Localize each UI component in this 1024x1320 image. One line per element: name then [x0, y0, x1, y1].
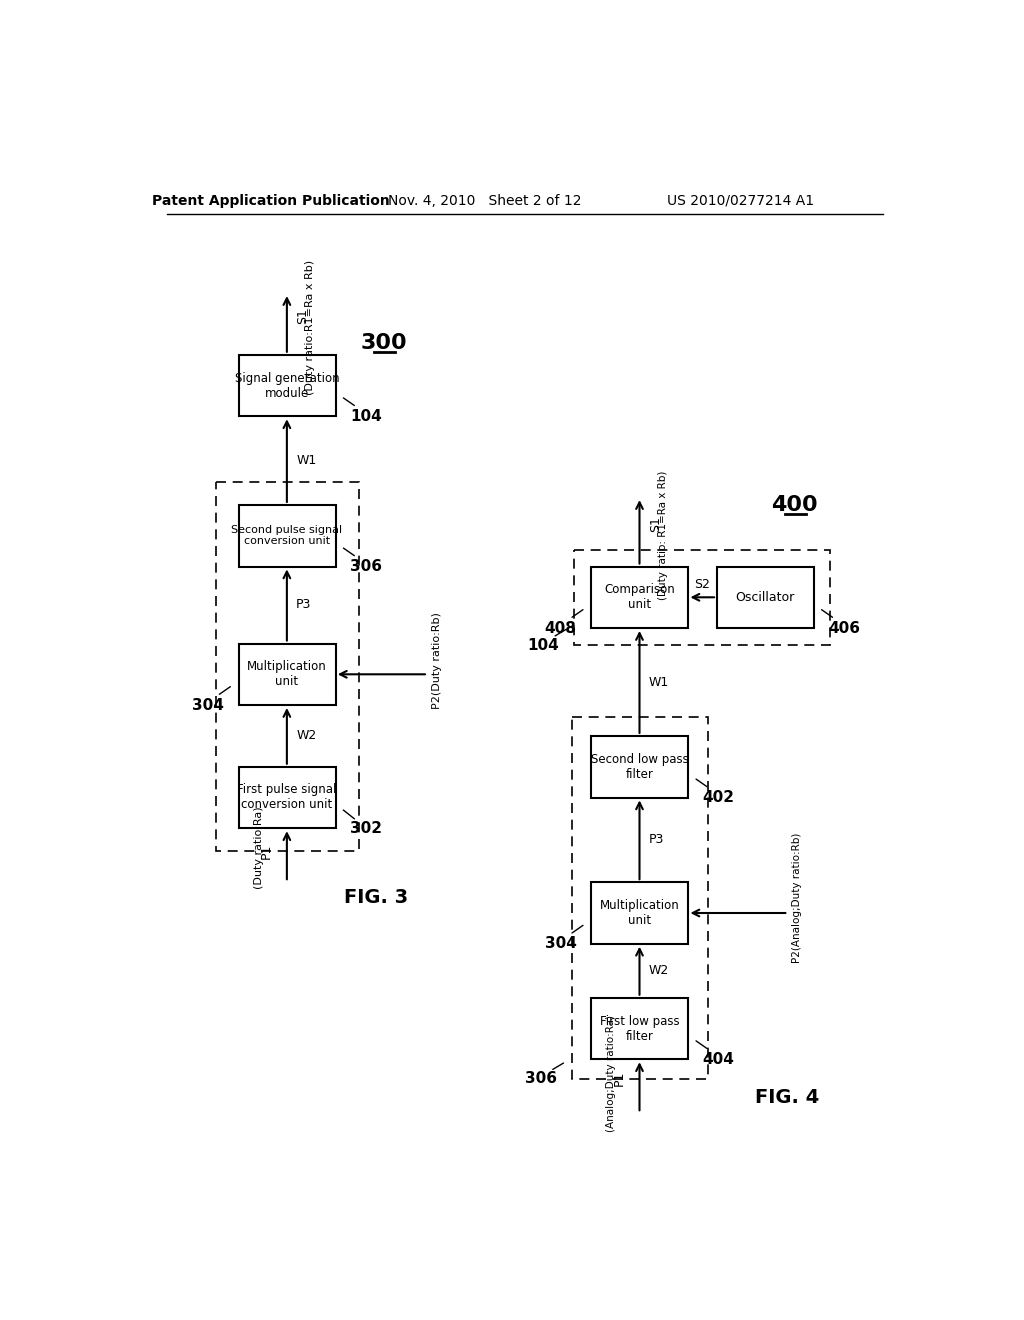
Text: P1: P1	[612, 1071, 626, 1086]
Bar	[239, 644, 336, 705]
Text: Comparison
unit: Comparison unit	[604, 583, 675, 611]
Bar	[239, 355, 336, 416]
Text: Multiplication
unit: Multiplication unit	[247, 660, 327, 688]
Text: Second pulse signal
conversion unit: Second pulse signal conversion unit	[231, 525, 342, 546]
Bar	[592, 882, 688, 944]
Text: 304: 304	[545, 936, 577, 952]
Text: P3: P3	[296, 598, 311, 611]
Text: 306: 306	[525, 1071, 557, 1086]
Text: P3: P3	[649, 833, 665, 846]
Text: Multiplication
unit: Multiplication unit	[600, 899, 679, 927]
Text: (Duty ratio:R1=Ra x Rb): (Duty ratio:R1=Ra x Rb)	[305, 260, 315, 396]
Bar	[572, 717, 708, 1078]
Text: W1: W1	[296, 454, 316, 467]
Text: W2: W2	[649, 964, 669, 977]
Bar	[574, 549, 830, 645]
Text: S1: S1	[296, 309, 309, 325]
Bar	[592, 998, 688, 1059]
Text: 304: 304	[191, 697, 224, 713]
Text: W1: W1	[649, 676, 669, 689]
Text: 402: 402	[702, 789, 734, 805]
Text: FIG. 4: FIG. 4	[755, 1088, 819, 1107]
Bar	[592, 737, 688, 797]
Text: W2: W2	[296, 730, 316, 742]
Text: S1: S1	[649, 516, 662, 532]
Bar	[216, 482, 359, 851]
Bar	[592, 566, 688, 628]
Text: P1: P1	[260, 843, 273, 859]
Text: 300: 300	[360, 333, 408, 354]
Text: 408: 408	[545, 620, 577, 636]
Text: 406: 406	[828, 620, 860, 636]
Bar	[239, 767, 336, 829]
Text: 306: 306	[350, 558, 382, 574]
Text: S2: S2	[694, 578, 711, 591]
Text: P2(Duty ratio:Rb): P2(Duty ratio:Rb)	[432, 612, 441, 709]
Text: P2(Analog;Duty ratio:Rb): P2(Analog;Duty ratio:Rb)	[793, 833, 802, 962]
Text: 104: 104	[350, 409, 382, 424]
Text: Second low pass
filter: Second low pass filter	[591, 752, 688, 780]
Text: Nov. 4, 2010   Sheet 2 of 12: Nov. 4, 2010 Sheet 2 of 12	[388, 194, 582, 207]
Bar	[239, 506, 336, 566]
Text: 302: 302	[350, 821, 382, 836]
Text: First low pass
filter: First low pass filter	[600, 1015, 679, 1043]
Text: 104: 104	[527, 638, 559, 652]
Text: Signal generation
module: Signal generation module	[234, 371, 339, 400]
Text: US 2010/0277214 A1: US 2010/0277214 A1	[667, 194, 814, 207]
Text: 400: 400	[771, 495, 818, 515]
Text: FIG. 3: FIG. 3	[344, 888, 408, 907]
Text: First pulse signal
conversion unit: First pulse signal conversion unit	[238, 784, 337, 812]
Text: (Duty ratio: R1=Ra x Rb): (Duty ratio: R1=Ra x Rb)	[658, 471, 668, 601]
Bar	[717, 566, 814, 628]
Text: 404: 404	[702, 1052, 734, 1067]
Text: Patent Application Publication: Patent Application Publication	[153, 194, 390, 207]
Text: (Analog;Duty ratio:Ra): (Analog;Duty ratio:Ra)	[606, 1015, 616, 1131]
Text: Oscillator: Oscillator	[735, 591, 795, 603]
Text: (Duty ratio:Ra): (Duty ratio:Ra)	[254, 807, 263, 888]
